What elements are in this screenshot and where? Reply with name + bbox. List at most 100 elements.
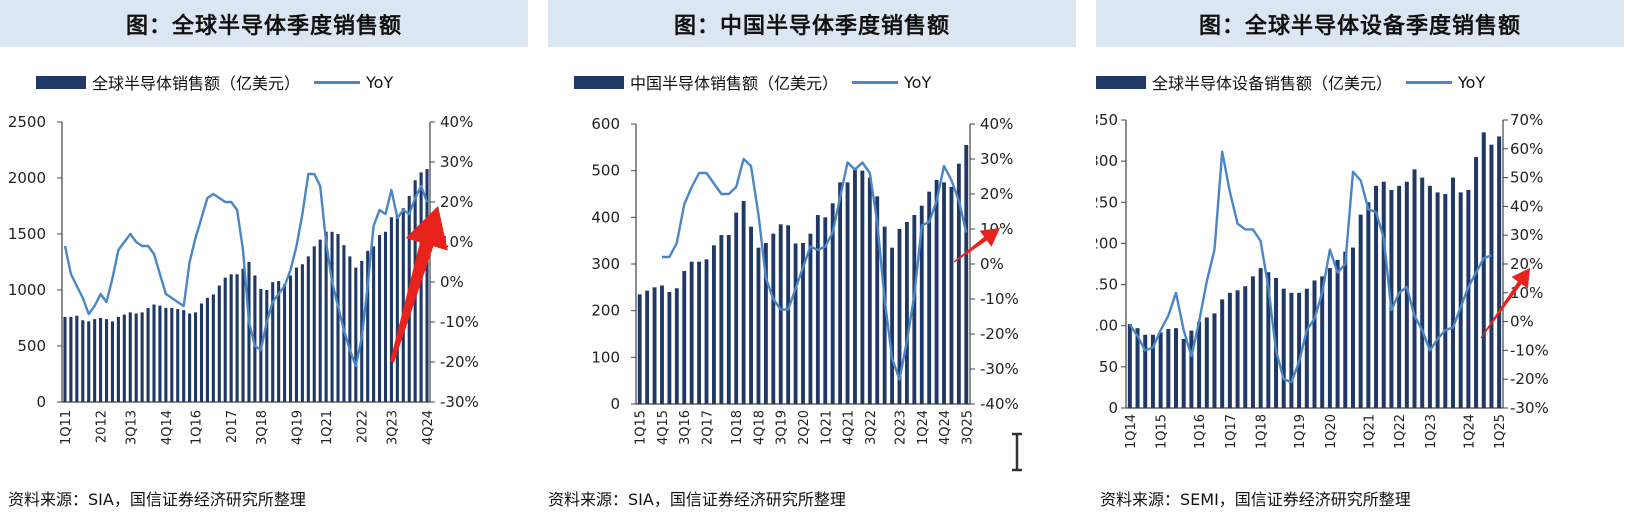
x-tick-label: 2Q23	[893, 410, 908, 445]
bar	[1227, 292, 1232, 408]
bar	[1197, 321, 1202, 408]
bar	[1204, 317, 1209, 408]
bar	[116, 316, 120, 402]
bar	[1489, 144, 1494, 408]
x-tick-label: 1Q16	[190, 410, 205, 445]
bar	[306, 256, 310, 402]
y-tick-label-right: 30%	[440, 153, 473, 171]
legend-bar-swatch	[1096, 75, 1146, 89]
bar	[188, 313, 192, 402]
bar	[75, 315, 79, 402]
y-tick-label-left: 350	[1096, 111, 1118, 129]
x-tick-label: 4Q14	[160, 410, 175, 445]
bar	[1358, 214, 1363, 408]
chart-panel-china-semiconductor: 图：中国半导体季度销售额 中国半导体销售额（亿美元） YoY 0 100 200 30…	[548, 0, 1076, 530]
bar	[956, 163, 961, 404]
bar	[401, 208, 405, 402]
bar	[104, 319, 109, 402]
bar	[704, 259, 709, 404]
bar	[867, 177, 872, 404]
x-tick-label: 1Q11	[59, 410, 74, 445]
bar	[1189, 330, 1194, 408]
chart-plot: 050100150200250300350-30%-20%-10%0%10%20…	[1096, 111, 1549, 449]
bar	[949, 187, 954, 404]
bar	[749, 226, 753, 404]
bar	[853, 168, 857, 404]
bar	[1343, 251, 1348, 408]
x-tick-label: 3Q19	[775, 410, 790, 445]
chart-title: 图：全球半导体设备季度销售额	[1198, 13, 1521, 39]
bar	[223, 277, 227, 402]
legend-bar-label: 中国半导体销售额（亿美元）	[630, 74, 839, 93]
bar	[294, 267, 298, 402]
bar	[1135, 328, 1140, 408]
legend-bar-label: 全球半导体销售额（亿美元）	[92, 74, 301, 93]
x-tick-label: 1Q19	[1293, 414, 1308, 449]
bar	[342, 245, 346, 402]
bar	[336, 234, 340, 402]
bar	[425, 169, 429, 402]
bar	[199, 303, 204, 402]
bar	[1243, 286, 1248, 408]
y-tick-label-right: 20%	[1510, 255, 1543, 273]
bar	[1435, 192, 1440, 408]
bar	[860, 170, 865, 404]
bar	[1497, 136, 1502, 408]
x-tick-label: 3Q22	[864, 410, 879, 445]
bar	[667, 292, 672, 404]
bar	[372, 246, 376, 402]
y-tick-label-right: -10%	[1510, 341, 1549, 359]
y-tick-label-right: -10%	[980, 290, 1019, 308]
bar	[324, 231, 328, 402]
x-tick-label: 3Q16	[678, 410, 693, 445]
bar	[122, 314, 126, 402]
x-tick-label: 1Q21	[320, 410, 335, 445]
bar	[1481, 132, 1486, 408]
bar	[1381, 181, 1386, 408]
bar	[271, 282, 275, 402]
title-bar: 图：全球半导体季度销售额	[0, 0, 528, 47]
y-tick-label-right: 50%	[1510, 169, 1543, 187]
bar	[69, 316, 73, 402]
y-tick-label-right: -20%	[980, 325, 1019, 343]
bar	[146, 307, 150, 402]
y-tick-label-left: 1500	[8, 225, 46, 243]
bar	[1250, 276, 1255, 408]
bar	[793, 243, 798, 404]
y-tick-label-right: -40%	[980, 395, 1019, 413]
chart-title: 图：全球半导体季度销售额	[125, 13, 402, 39]
y-tick-label-right: 40%	[1510, 197, 1543, 215]
bar	[1466, 189, 1471, 408]
y-tick-label-left: 50	[1099, 358, 1118, 376]
yoy-line	[1128, 150, 1492, 384]
bar	[205, 297, 209, 402]
legend-line-swatch	[314, 80, 361, 84]
bar	[645, 290, 650, 404]
bar	[652, 287, 657, 404]
bar	[366, 250, 370, 402]
bar	[1404, 181, 1409, 408]
x-tick-label: 1Q15	[1155, 414, 1170, 449]
bar	[63, 316, 67, 402]
bar	[1143, 334, 1148, 408]
bar	[265, 290, 269, 402]
bar	[1174, 328, 1179, 408]
bar	[419, 172, 423, 402]
bar	[383, 231, 388, 402]
y-tick-label-left: 300	[591, 255, 620, 273]
bar	[904, 222, 909, 404]
bar	[637, 294, 642, 404]
bar	[378, 235, 382, 402]
trend-arrow	[390, 206, 448, 363]
bar	[395, 214, 399, 402]
bar	[719, 235, 724, 404]
bar	[964, 145, 969, 404]
bar	[348, 256, 352, 402]
y-tick-label-right: -10%	[440, 313, 479, 331]
bar	[1320, 276, 1325, 408]
y-tick-label-right: -30%	[440, 393, 479, 411]
bar	[1258, 268, 1263, 408]
y-tick-label-left: 600	[591, 115, 620, 133]
y-tick-label-right: 0%	[440, 273, 464, 291]
bar	[1289, 292, 1294, 408]
